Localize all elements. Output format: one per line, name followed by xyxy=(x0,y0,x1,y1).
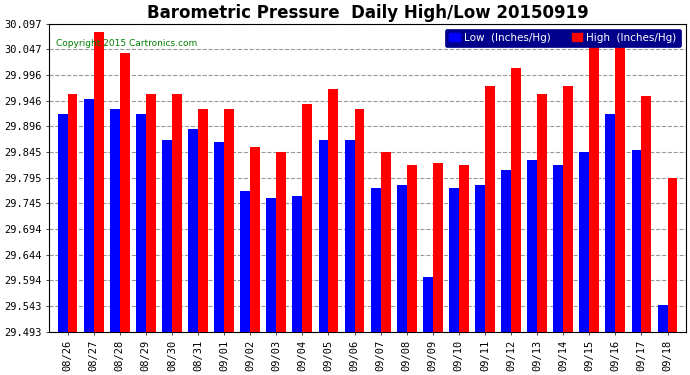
Bar xyxy=(397,186,406,332)
Bar xyxy=(580,152,589,332)
Bar xyxy=(527,160,537,332)
Bar xyxy=(214,142,224,332)
Bar xyxy=(406,165,417,332)
Bar xyxy=(250,147,260,332)
Bar xyxy=(94,32,104,332)
Bar xyxy=(501,170,511,332)
Title: Barometric Pressure  Daily High/Low 20150919: Barometric Pressure Daily High/Low 20150… xyxy=(147,4,589,22)
Bar xyxy=(198,109,208,332)
Bar xyxy=(433,162,443,332)
Bar xyxy=(631,150,642,332)
Bar xyxy=(658,305,667,332)
Bar xyxy=(328,88,338,332)
Bar xyxy=(667,178,678,332)
Bar xyxy=(459,165,469,332)
Bar xyxy=(553,165,563,332)
Bar xyxy=(371,188,381,332)
Bar xyxy=(188,129,198,332)
Bar xyxy=(240,190,250,332)
Bar xyxy=(162,140,172,332)
Bar xyxy=(302,104,313,332)
Bar xyxy=(120,53,130,332)
Bar xyxy=(224,109,234,332)
Bar xyxy=(266,198,276,332)
Bar xyxy=(449,188,459,332)
Bar xyxy=(615,38,625,332)
Bar xyxy=(381,152,391,332)
Bar xyxy=(83,99,94,332)
Bar xyxy=(146,94,156,332)
Bar xyxy=(319,140,328,332)
Bar xyxy=(136,114,146,332)
Bar xyxy=(344,140,355,332)
Legend: Low  (Inches/Hg), High  (Inches/Hg): Low (Inches/Hg), High (Inches/Hg) xyxy=(445,29,680,47)
Bar xyxy=(475,186,485,332)
Bar xyxy=(589,43,599,332)
Bar xyxy=(172,94,182,332)
Text: Copyright 2015 Cartronics.com: Copyright 2015 Cartronics.com xyxy=(56,39,197,48)
Bar xyxy=(423,278,433,332)
Bar xyxy=(293,196,302,332)
Bar xyxy=(58,114,68,332)
Bar xyxy=(511,68,521,332)
Bar xyxy=(110,109,120,332)
Bar xyxy=(606,114,615,332)
Bar xyxy=(276,152,286,332)
Bar xyxy=(485,86,495,332)
Bar xyxy=(642,96,651,332)
Bar xyxy=(355,109,364,332)
Bar xyxy=(537,94,547,332)
Bar xyxy=(68,94,77,332)
Bar xyxy=(563,86,573,332)
